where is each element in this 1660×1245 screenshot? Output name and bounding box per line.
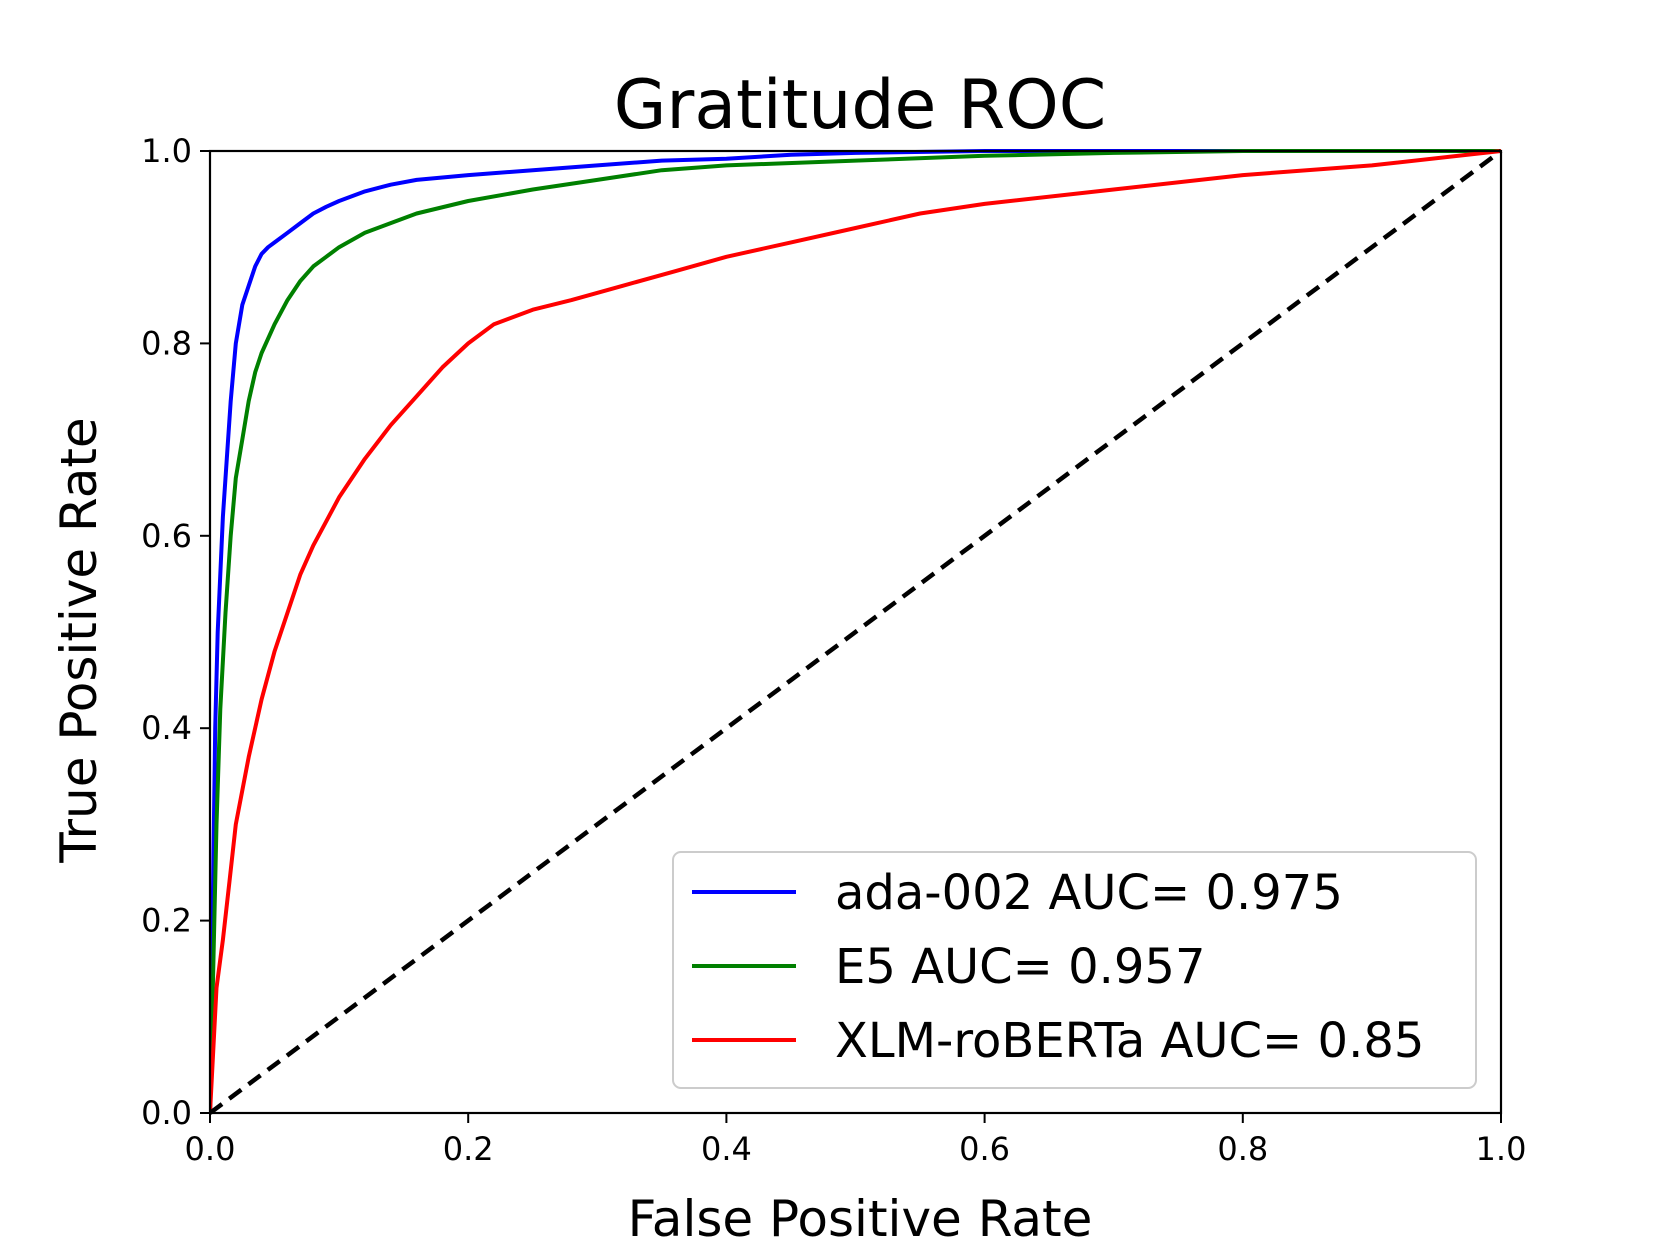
legend-label-2: XLM-roBERTa AUC= 0.85 bbox=[835, 1013, 1424, 1069]
y-axis-label: True Positive Rate bbox=[50, 417, 108, 863]
series-line-0 bbox=[210, 149, 1501, 1114]
x-tick-label: 0.0 bbox=[185, 1130, 236, 1168]
x-tick-label: 1.0 bbox=[1476, 1130, 1527, 1168]
y-tick-label: 1.0 bbox=[141, 132, 192, 170]
legend: ada-002 AUC= 0.975 E5 AUC= 0.957 XLM-roBER… bbox=[672, 851, 1477, 1089]
legend-label-1: E5 AUC= 0.957 bbox=[835, 939, 1206, 995]
x-tick-label: 0.8 bbox=[1217, 1130, 1268, 1168]
y-tick-label: 0.8 bbox=[141, 324, 192, 362]
legend-box bbox=[672, 851, 1477, 1089]
series-line-1 bbox=[210, 149, 1501, 1114]
y-tick-label: 0.6 bbox=[141, 517, 192, 555]
chart-title: Gratitude ROC bbox=[614, 66, 1107, 145]
series-group bbox=[210, 149, 1503, 1115]
x-tick-label: 0.2 bbox=[443, 1130, 494, 1168]
x-tick-label: 0.6 bbox=[959, 1130, 1010, 1168]
legend-label-0: ada-002 AUC= 0.975 bbox=[835, 865, 1343, 921]
x-axis-label: False Positive Rate bbox=[628, 1190, 1093, 1245]
y-tick-label: 0.4 bbox=[141, 709, 192, 747]
y-tick-label: 0.2 bbox=[141, 902, 192, 940]
axes-frame bbox=[208, 149, 1503, 1115]
chance-line bbox=[210, 149, 1503, 1115]
plot-area: 0.0 0.2 0.4 0.6 0.8 1.0 0.0 0.2 0.4 0.6 0.8 1.0 bbox=[141, 132, 1526, 1168]
x-tick-label: 0.4 bbox=[701, 1130, 752, 1168]
series-line-2 bbox=[210, 149, 1502, 1114]
y-tick-label: 0.0 bbox=[141, 1094, 192, 1132]
